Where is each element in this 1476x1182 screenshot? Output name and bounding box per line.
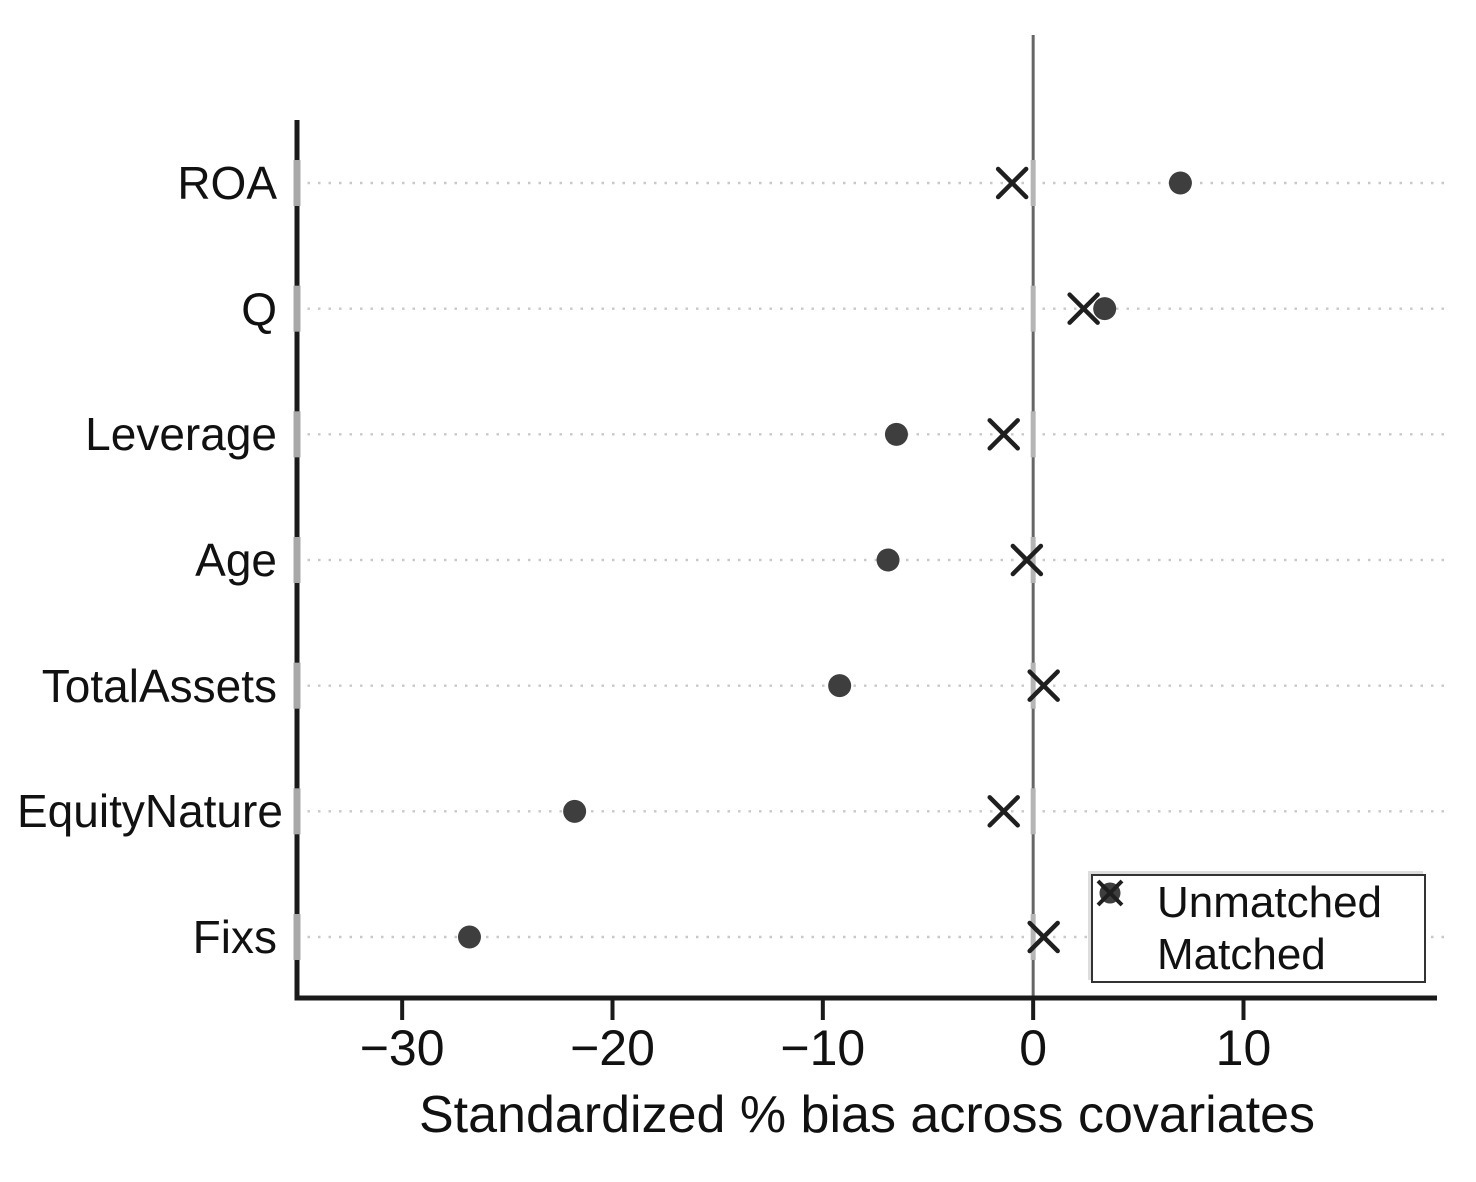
zero-line-crossing-leverage bbox=[1030, 411, 1036, 458]
y-label-q: Q bbox=[241, 282, 277, 335]
zero-line-crossing-age bbox=[1030, 536, 1036, 583]
zero-line-crossing-equitynature bbox=[1030, 788, 1036, 835]
zero-line-crossing-roa bbox=[1030, 160, 1036, 206]
legend-item-unmatched: Unmatched bbox=[1093, 877, 1424, 929]
marker-matched-equitynature bbox=[987, 795, 1020, 828]
marker-unmatched-age bbox=[876, 548, 900, 572]
x-axis-title: Standardized % bias across covariates bbox=[418, 1086, 1315, 1144]
x-tick-label-0: 0 bbox=[1019, 1020, 1048, 1076]
x-tick-label-10: 10 bbox=[1215, 1020, 1272, 1076]
y-label-roa: ROA bbox=[177, 157, 277, 209]
marker-matched-age bbox=[1010, 543, 1044, 577]
legend-item-matched: Matched bbox=[1093, 879, 1424, 981]
marker-matched-totalassets bbox=[1027, 669, 1060, 702]
marker-matched-q bbox=[1067, 292, 1100, 325]
y-axis-tick-fixs bbox=[293, 913, 301, 960]
marker-matched-roa bbox=[995, 166, 1029, 200]
legend-label-unmatched: Unmatched bbox=[1157, 877, 1383, 927]
marker-unmatched-fixs bbox=[457, 925, 481, 949]
y-axis-tick-leverage bbox=[293, 411, 301, 458]
y-axis-tick-q bbox=[293, 285, 301, 332]
y-axis-tick-equitynature bbox=[293, 788, 301, 835]
y-axis-tick-roa bbox=[293, 160, 301, 206]
y-axis-tick-totalassets bbox=[293, 662, 301, 709]
x-tick-label--10: −10 bbox=[780, 1020, 866, 1076]
marker-matched-fixs bbox=[1027, 920, 1060, 954]
zero-line-crossing-q bbox=[1030, 285, 1036, 332]
y-label-equitynature: EquityNature bbox=[17, 785, 283, 838]
x-tick-label--30: −30 bbox=[359, 1020, 445, 1076]
marker-unmatched-q bbox=[1093, 297, 1117, 321]
x-tick-label--20: −20 bbox=[570, 1020, 655, 1076]
marker-unmatched-totalassets bbox=[828, 674, 852, 698]
y-label-age: Age bbox=[195, 533, 277, 586]
zero-line-crossing-totalassets bbox=[1030, 662, 1036, 709]
legend: Unmatched Matched bbox=[1091, 874, 1426, 983]
y-label-totalassets: TotalAssets bbox=[41, 659, 277, 712]
marker-matched-leverage bbox=[987, 418, 1020, 451]
zero-line-crossing-fixs bbox=[1030, 913, 1036, 960]
legend-label-matched: Matched bbox=[1157, 929, 1326, 979]
y-axis-tick-age bbox=[293, 536, 301, 583]
marker-unmatched-equitynature bbox=[563, 799, 587, 823]
y-label-fixs: Fixs bbox=[192, 910, 277, 963]
marker-unmatched-leverage bbox=[884, 422, 908, 446]
y-label-leverage: Leverage bbox=[85, 408, 277, 461]
marker-unmatched-roa bbox=[1168, 171, 1192, 195]
